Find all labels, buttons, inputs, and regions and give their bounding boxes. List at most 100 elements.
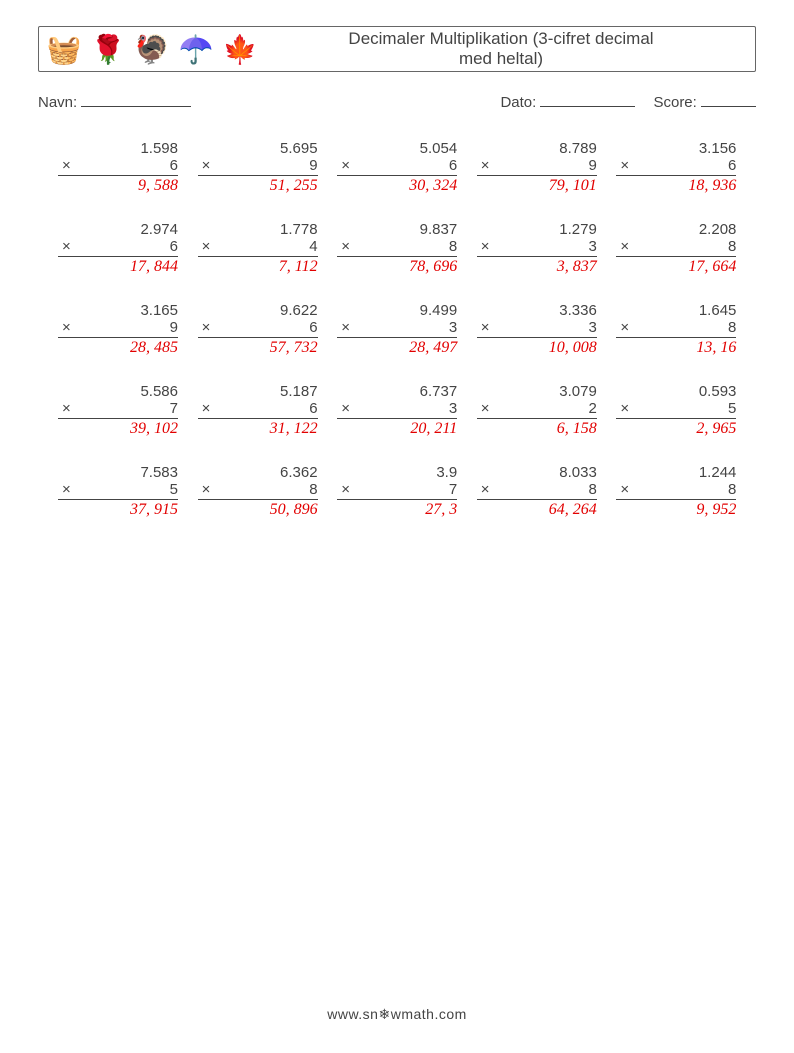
multiply-symbol: × <box>477 481 490 498</box>
multiply-symbol: × <box>616 319 629 336</box>
multiplicand: 5.054 <box>337 140 457 157</box>
multiplier: 5 <box>728 400 736 417</box>
multiplier-line: ×8 <box>616 481 736 500</box>
multiplier: 6 <box>309 319 317 336</box>
multiplicand: 3.336 <box>477 302 597 319</box>
multiplier-line: ×8 <box>616 319 736 338</box>
problem-15: 5.586×739, 102 <box>58 383 178 438</box>
multiplier-line: ×5 <box>616 400 736 419</box>
multiplier-line: ×9 <box>198 157 318 176</box>
answer: 78, 696 <box>337 257 457 276</box>
answer: 9, 952 <box>616 500 736 519</box>
answer: 30, 324 <box>337 176 457 195</box>
name-field: Navn: <box>38 94 500 111</box>
problem-1: 5.695×951, 255 <box>198 140 318 195</box>
score-underline[interactable] <box>701 106 756 107</box>
multiplicand: 0.593 <box>616 383 736 400</box>
multiplier: 8 <box>728 319 736 336</box>
answer: 57, 732 <box>198 338 318 357</box>
answer: 17, 664 <box>616 257 736 276</box>
problem-4: 3.156×618, 936 <box>616 140 736 195</box>
multiplier: 8 <box>588 481 596 498</box>
multiplicand: 5.586 <box>58 383 178 400</box>
multiply-symbol: × <box>337 319 350 336</box>
answer: 51, 255 <box>198 176 318 195</box>
header-icon-3: ☂️ <box>179 32 213 66</box>
answer: 10, 008 <box>477 338 597 357</box>
footer-prefix: www. <box>327 1006 362 1022</box>
multiply-symbol: × <box>616 157 629 174</box>
answer: 6, 158 <box>477 419 597 438</box>
multiplier: 9 <box>309 157 317 174</box>
multiplicand: 6.737 <box>337 383 457 400</box>
multiplier-line: ×6 <box>58 157 178 176</box>
multiply-symbol: × <box>477 238 490 255</box>
multiply-symbol: × <box>198 400 211 417</box>
multiplier: 4 <box>309 238 317 255</box>
multiplier-line: ×9 <box>58 319 178 338</box>
multiplier-line: ×2 <box>477 400 597 419</box>
problem-20: 7.583×537, 915 <box>58 464 178 519</box>
name-underline[interactable] <box>81 106 191 107</box>
multiplier-line: ×7 <box>337 481 457 500</box>
multiplier: 9 <box>170 319 178 336</box>
multiply-symbol: × <box>477 157 490 174</box>
answer: 3, 837 <box>477 257 597 276</box>
answer: 18, 936 <box>616 176 736 195</box>
problem-16: 5.187×631, 122 <box>198 383 318 438</box>
multiplicand: 9.499 <box>337 302 457 319</box>
multiply-symbol: × <box>58 157 71 174</box>
multiplier-line: ×7 <box>58 400 178 419</box>
score-label: Score: <box>653 94 696 111</box>
multiplier: 3 <box>449 319 457 336</box>
header-icon-1: 🌹 <box>91 32 125 66</box>
footer-suffix: .com <box>434 1006 466 1022</box>
problem-6: 1.778×47, 112 <box>198 221 318 276</box>
multiply-symbol: × <box>616 238 629 255</box>
problem-14: 1.645×813, 16 <box>616 302 736 357</box>
multiplicand: 9.622 <box>198 302 318 319</box>
worksheet-page: 🧺🌹🦃☂️🍁 Decimaler Multiplikation (3-cifre… <box>0 0 794 1053</box>
multiply-symbol: × <box>337 238 350 255</box>
multiplier-line: ×4 <box>198 238 318 257</box>
multiplier: 7 <box>449 481 457 498</box>
multiplicand: 1.598 <box>58 140 178 157</box>
multiply-symbol: × <box>198 157 211 174</box>
multiplicand: 8.033 <box>477 464 597 481</box>
problem-7: 9.837×878, 696 <box>337 221 457 276</box>
problem-11: 9.622×657, 732 <box>198 302 318 357</box>
answer: 28, 485 <box>58 338 178 357</box>
answer: 39, 102 <box>58 419 178 438</box>
snowflake-icon: ❄ <box>378 1006 390 1022</box>
multiplicand: 6.362 <box>198 464 318 481</box>
multiplicand: 8.789 <box>477 140 597 157</box>
multiplicand: 7.583 <box>58 464 178 481</box>
problems-grid: 1.598×69, 5885.695×951, 2555.054×630, 32… <box>58 140 756 519</box>
answer: 31, 122 <box>198 419 318 438</box>
multiplier-line: ×9 <box>477 157 597 176</box>
problem-22: 3.9×727, 3 <box>337 464 457 519</box>
multiplier: 3 <box>588 319 596 336</box>
multiplier: 9 <box>588 157 596 174</box>
multiplicand: 3.156 <box>616 140 736 157</box>
multiply-symbol: × <box>198 481 211 498</box>
multiply-symbol: × <box>616 481 629 498</box>
date-underline[interactable] <box>540 106 635 107</box>
answer: 37, 915 <box>58 500 178 519</box>
footer-rest: wmath <box>391 1006 435 1022</box>
multiply-symbol: × <box>477 319 490 336</box>
header-icons: 🧺🌹🦃☂️🍁 <box>39 32 257 66</box>
multiplicand: 2.974 <box>58 221 178 238</box>
problem-13: 3.336× 3 10, 008 <box>477 302 597 357</box>
header-box: 🧺🌹🦃☂️🍁 Decimaler Multiplikation (3-cifre… <box>38 26 756 72</box>
multiply-symbol: × <box>58 319 71 336</box>
problem-21: 6.362×850, 896 <box>198 464 318 519</box>
multiplier-line: ×3 <box>337 400 457 419</box>
multiplicand: 3.079 <box>477 383 597 400</box>
multiplier: 8 <box>449 238 457 255</box>
problem-8: 1.279×33, 837 <box>477 221 597 276</box>
answer: 20, 211 <box>337 419 457 438</box>
multiplier: 8 <box>728 238 736 255</box>
title-line-1: Decimaler Multiplikation (3-cifret decim… <box>257 29 745 49</box>
multiply-symbol: × <box>477 400 490 417</box>
